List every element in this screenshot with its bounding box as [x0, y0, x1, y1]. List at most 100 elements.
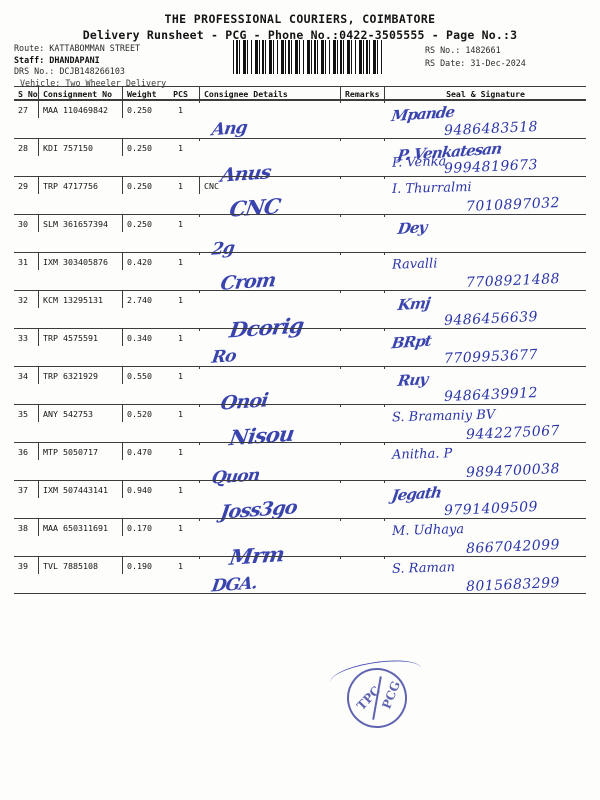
handwritten-recipient-name: Ravalli [391, 256, 438, 273]
stamp-text-pcg: PCG [379, 679, 404, 711]
cell-consignee-details: CNC [199, 177, 340, 194]
cell-pcs: 1 [178, 219, 183, 229]
table-body: 27 MAA 110469842 0.250 1 Ang Mpande 9486483518… [14, 100, 586, 597]
cell-pcs: 1 [178, 561, 183, 571]
handwritten-consignee-mark: Ro [210, 346, 238, 368]
cell-sno: 31 [18, 257, 28, 267]
cell-weight: 0.470 [122, 443, 162, 460]
handwritten-phone-number: 7709953677 [443, 346, 539, 368]
cell-weight: 2.740 [122, 291, 162, 308]
handwritten-phone-number: 9791409509 [443, 498, 539, 520]
cell-consignment-no: IXM 303405876 [38, 253, 122, 270]
cell-consignment-no: TRP 4575591 [38, 329, 122, 346]
runsheet-meta-right: RS No.: 1482661 RS Date: 31-Dec-2024 [425, 44, 526, 70]
cell-weight: 0.170 [122, 519, 162, 536]
cell-pcs: 1 [178, 523, 183, 533]
table-row: 33 TRP 4575591 0.340 1 Ro BRpt 7709953677 [14, 328, 586, 368]
cell-pcs: 1 [178, 295, 183, 305]
cell-sno: 35 [18, 409, 28, 419]
cell-consignee-details [199, 253, 340, 255]
cell-weight: 0.550 [122, 367, 162, 384]
cell-consignment-no: MAA 650311691 [38, 519, 122, 536]
cell-remarks [340, 139, 384, 141]
handwritten-consignee-mark: DGA. [210, 573, 259, 597]
cell-sno: 28 [18, 143, 28, 153]
cell-seal-signature [384, 443, 586, 445]
cell-consignment-no: MAA 110469842 [38, 101, 122, 118]
drs-number-label: DRS No.: DCJB148266103 [14, 66, 125, 77]
vehicle-label: Vehicle: Two Wheeler Delivery [20, 77, 167, 88]
cell-sno: 38 [18, 523, 28, 533]
cell-weight: 0.250 [122, 177, 162, 194]
column-header-sno: S No [18, 89, 38, 99]
table-row: 29 TRP 4717756 0.250 1 CNC CNC I. Thurralmi 701… [14, 176, 586, 222]
cell-consignee-details [199, 443, 340, 445]
rs-date-label: RS Date: 31-Dec-2024 [425, 58, 526, 68]
cell-pcs: 1 [178, 447, 183, 457]
cell-pcs: 1 [178, 143, 183, 153]
table-row: 39 TVL 7885108 0.190 1 DGA. S. Raman 801568329… [14, 556, 586, 597]
handwritten-signature: BRpt [390, 331, 433, 353]
cell-seal-signature [384, 367, 586, 369]
table-header-row: S No Consignment No Weight PCS Consignee… [14, 86, 586, 101]
cell-weight: 0.520 [122, 405, 162, 422]
cell-consignment-no: MTP 5050717 [38, 443, 122, 460]
cell-consignee-details [199, 519, 340, 521]
rs-number-label: RS No.: 1482661 [425, 45, 501, 55]
cell-consignee-details [199, 139, 340, 141]
cell-seal-signature [384, 481, 586, 483]
cell-remarks [340, 405, 384, 407]
table-row: 31 IXM 303405876 0.420 1 Crom Ravalli 77089214… [14, 252, 586, 295]
handwritten-recipient-name: S. Bramaniy BV [391, 407, 496, 426]
cell-weight: 0.420 [122, 253, 162, 270]
cell-sno: 34 [18, 371, 28, 381]
cell-seal-signature [384, 101, 586, 103]
cell-consignee-details [199, 557, 340, 559]
cell-seal-signature [384, 139, 586, 141]
column-header-consignment-no: Consignment No [38, 87, 122, 101]
column-header-seal-signature: Seal & Signature [384, 87, 586, 101]
cell-seal-signature [384, 215, 586, 217]
table-row: 34 TRP 6321929 0.550 1 Onoi Ruy 9486439912 [14, 366, 586, 415]
cell-remarks [340, 519, 384, 521]
cell-consignment-no: TVL 7885108 [38, 557, 122, 574]
cell-remarks [340, 101, 384, 103]
staff-label: Staff: DHANDAPANI [14, 54, 100, 65]
handwritten-phone-number: 9894700038 [465, 460, 561, 482]
cell-sno: 33 [18, 333, 28, 343]
table-row: 38 MAA 650311691 0.170 1 Mrm M. Udhaya 8667042… [14, 518, 586, 570]
handwritten-signature: Dey [396, 218, 428, 238]
cell-consignment-no: ANY 542753 [38, 405, 122, 422]
handwritten-phone-number: 8015683299 [465, 574, 561, 596]
page-subtitle: Delivery Runsheet - PCG - Phone No.:0422… [82, 28, 518, 42]
handwritten-signature: Ruy [396, 370, 429, 390]
handwritten-signature: P. Venkatesan [396, 139, 503, 165]
cell-weight: 0.340 [122, 329, 162, 346]
cell-pcs: 1 [178, 485, 183, 495]
handwritten-recipient-name: Anitha. P [391, 446, 453, 463]
handwritten-recipient-name: I. Thurralmi [391, 179, 472, 198]
runsheet-meta-left: Route: KATTABOMMAN STREET Staff: DHANDAP… [14, 43, 166, 89]
cell-remarks [340, 215, 384, 217]
cell-seal-signature [384, 329, 586, 331]
cell-consignment-no: SLM 361657394 [38, 215, 122, 232]
handwritten-phone-number: 8667042099 [465, 536, 561, 558]
handwritten-phone-number: 9994819673 [443, 156, 539, 178]
cell-sno: 37 [18, 485, 28, 495]
cell-remarks [340, 329, 384, 331]
cell-sno: 36 [18, 447, 28, 457]
cell-remarks [340, 291, 384, 293]
cell-consignee-details [199, 215, 340, 217]
handwritten-signature: Kmj [396, 293, 431, 315]
cell-consignment-no: TRP 4717756 [38, 177, 122, 194]
cell-seal-signature [384, 177, 586, 179]
handwritten-signature: Jegath [390, 483, 443, 505]
cell-consignment-no: IXM 507443141 [38, 481, 122, 498]
cell-remarks [340, 253, 384, 255]
handwritten-phone-number: 9486483518 [443, 118, 539, 140]
cell-sno: 39 [18, 561, 28, 571]
cell-sno: 30 [18, 219, 28, 229]
table-row: 35 ANY 542753 0.520 1 Nisou S. Bramaniy BV 944… [14, 404, 586, 450]
handwritten-phone-number: 9486456639 [443, 308, 539, 330]
handwritten-recipient-name: S. Raman [391, 560, 456, 577]
